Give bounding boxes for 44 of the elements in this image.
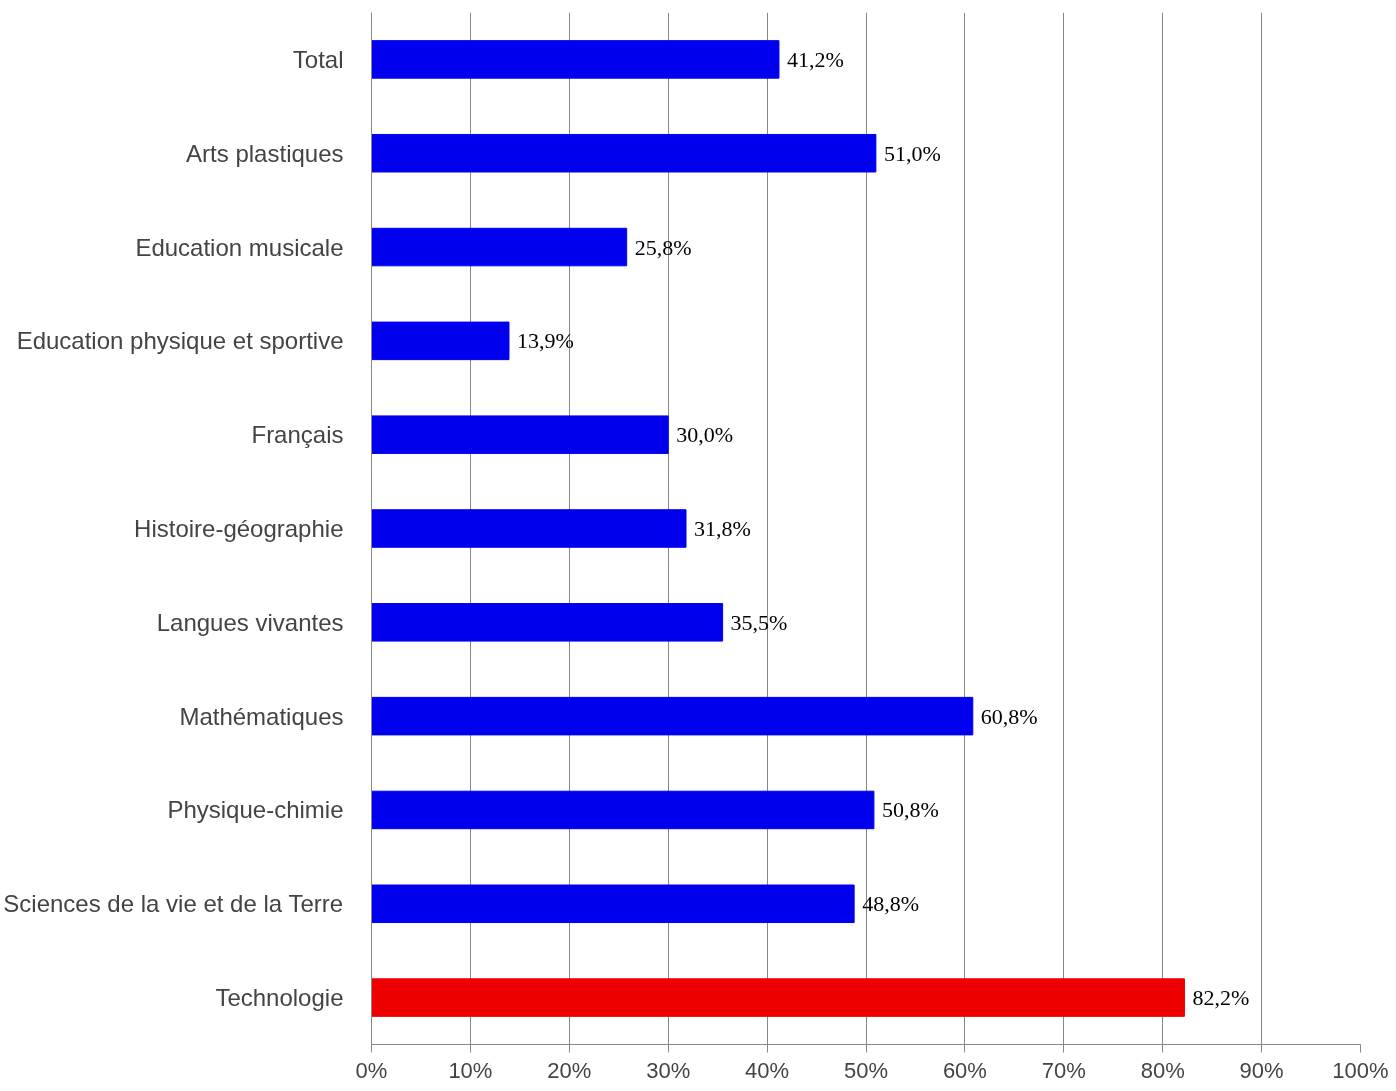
x-tick-label: 100% [1332, 1057, 1389, 1083]
y-tick-label: Education physique et sportive [16, 327, 344, 355]
data-label: 41,2% [786, 46, 844, 72]
bar [371, 415, 669, 454]
x-tick-label: 70% [1041, 1057, 1086, 1083]
x-tick-label: 40% [745, 1057, 790, 1083]
x-tick-label: 90% [1239, 1057, 1284, 1083]
bar [371, 133, 877, 173]
x-tick-label: 50% [843, 1057, 889, 1083]
data-label: 60,8% [980, 703, 1038, 729]
data-label: 35,5% [730, 609, 788, 635]
x-tick-label: 60% [942, 1057, 987, 1083]
bar [371, 603, 724, 642]
data-label: 31,8% [694, 516, 751, 541]
x-tick-label: 30% [646, 1057, 691, 1083]
data-label: 25,8% [634, 234, 692, 260]
y-tick-label: Physique-chimie [167, 796, 344, 824]
y-tick-label: Histoire-géographie [134, 515, 344, 542]
data-label: 48,8% [862, 891, 919, 917]
bar [371, 509, 687, 548]
bar [371, 227, 628, 267]
y-tick-label: Arts plastiques [186, 139, 344, 167]
y-tick-label: Total [292, 45, 344, 73]
data-label: 13,9% [516, 328, 574, 354]
y-tick-label: Langues vivantes [156, 608, 344, 636]
bar [371, 696, 974, 736]
y-tick-label: Education musicale [135, 233, 344, 261]
bar [371, 321, 510, 361]
x-tick-label: 0% [355, 1057, 388, 1083]
y-tick-label: Français [251, 421, 344, 449]
data-label: 30,0% [676, 422, 734, 448]
bar [371, 790, 875, 830]
bar [371, 978, 1185, 1017]
data-label: 82,2% [1192, 985, 1250, 1011]
bar [371, 884, 855, 924]
data-label: 51,0% [883, 140, 941, 166]
x-tick-label: 10% [448, 1057, 493, 1083]
y-tick-label: Mathématiques [179, 702, 344, 730]
x-tick-label: 80% [1140, 1057, 1185, 1083]
x-tick-label: 20% [547, 1057, 592, 1083]
y-tick-label: Technologie [215, 984, 344, 1012]
data-label: 50,8% [881, 797, 939, 823]
bar [371, 40, 780, 79]
y-tick-label: Sciences de la vie et de la Terre [3, 890, 344, 918]
